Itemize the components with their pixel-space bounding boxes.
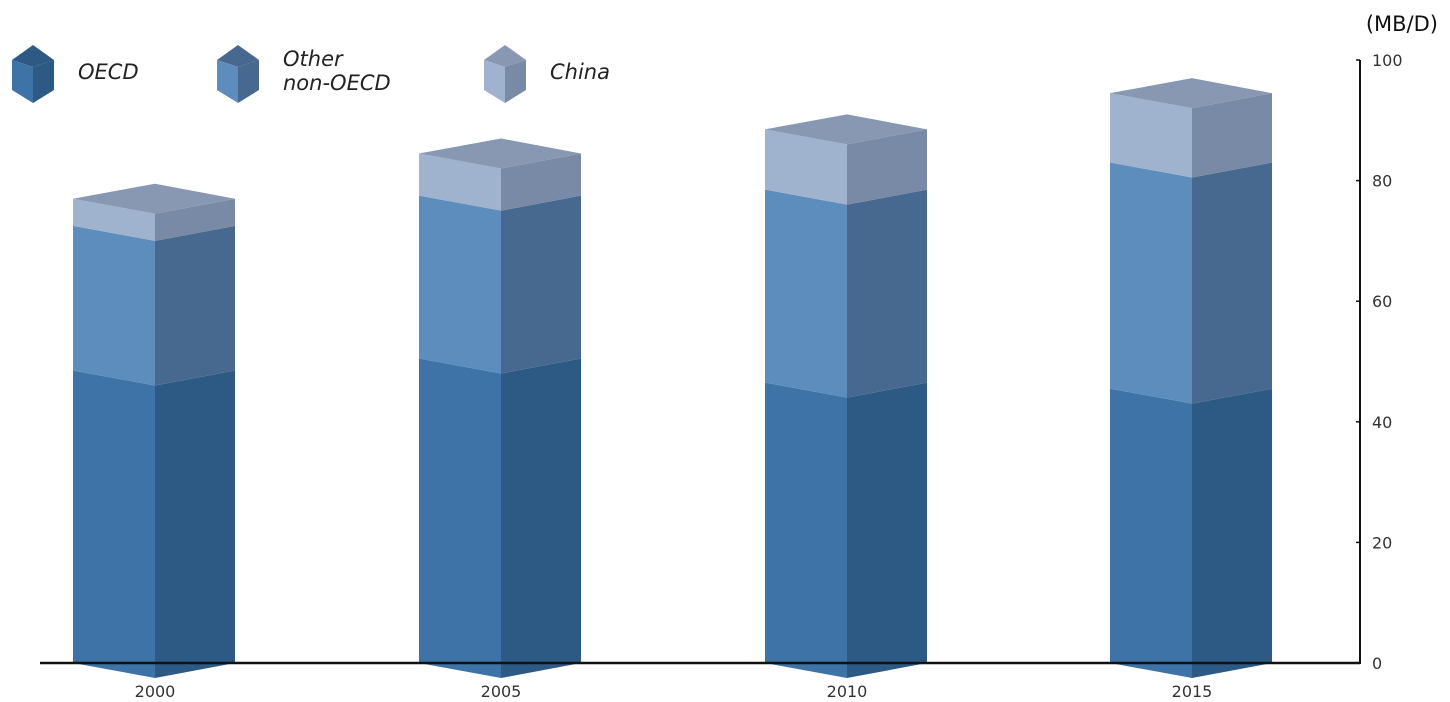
bar-segment-china-2010-front [765, 129, 847, 205]
bar-segment-china-2015-side [1192, 93, 1272, 178]
x-tick-label-2000: 2000 [135, 682, 176, 701]
bar-segment-other-non-oecd-2015-front [1110, 162, 1192, 404]
bar-segment-oecd-2010-side [847, 382, 927, 678]
legend-item-china: China [484, 45, 610, 103]
bar-group-2000 [73, 183, 235, 678]
bar-segment-other-non-oecd-2005-front [419, 195, 501, 374]
y-tick-label-40: 40 [1372, 413, 1392, 432]
bar-top-2000 [73, 183, 235, 214]
x-tick-label-2010: 2010 [827, 682, 868, 701]
bar-segment-china-2010-side [847, 129, 927, 205]
bar-segment-other-non-oecd-2000-side [155, 225, 235, 386]
bar-group-2010 [765, 114, 927, 678]
bar-segment-oecd-2015-front [1110, 388, 1192, 678]
bar-group-2015 [1110, 78, 1272, 678]
legend-item-oecd: OECD [12, 45, 139, 103]
legend-label: non-OECD [283, 71, 391, 95]
cube-icon [12, 45, 54, 103]
x-tick-label-2015: 2015 [1172, 682, 1213, 701]
legend-label: OECD [78, 60, 139, 84]
bar-top-2015 [1110, 78, 1272, 109]
bar-segment-oecd-2000-side [155, 370, 235, 678]
bar-segment-china-2000-side [155, 198, 235, 241]
bar-segment-other-non-oecd-2005-side [501, 195, 581, 374]
bar-top-2010 [765, 114, 927, 145]
y-tick-label-80: 80 [1372, 172, 1392, 191]
bar-segment-oecd-2010-front [765, 382, 847, 678]
bar-segment-china-2015-front [1110, 93, 1192, 178]
bar-top-2005 [419, 138, 581, 169]
y-tick-label-60: 60 [1372, 292, 1392, 311]
bar-segment-china-2005-side [501, 153, 581, 211]
y-tick-label-0: 0 [1372, 654, 1382, 673]
bar-segment-other-non-oecd-2010-front [765, 189, 847, 398]
cube-icon [217, 45, 259, 103]
bar-segment-oecd-2000-front [73, 370, 155, 678]
bar-segment-china-2005-front [419, 153, 501, 211]
y-tick-label-100: 100 [1372, 51, 1403, 70]
x-tick-label-2005: 2005 [481, 682, 522, 701]
bar-segment-china-2000-front [73, 198, 155, 241]
bar-segment-other-non-oecd-2015-side [1192, 162, 1272, 404]
bar-group-2005 [419, 138, 581, 678]
legend-label: Other [283, 47, 344, 71]
bars [73, 78, 1272, 678]
bar-segment-other-non-oecd-2000-front [73, 225, 155, 386]
bar-segment-oecd-2005-side [501, 358, 581, 678]
bar-segment-oecd-2005-front [419, 358, 501, 678]
bar-segment-other-non-oecd-2010-side [847, 189, 927, 398]
axes: 2000 2005 2010 2015 0 20 40 60 80 100 [40, 51, 1403, 701]
legend-label: China [550, 60, 610, 84]
y-axis-unit-label: (MB/D) [1366, 12, 1438, 36]
y-tick-label-20: 20 [1372, 533, 1392, 552]
cube-icon [484, 45, 526, 103]
bar-segment-oecd-2015-side [1192, 388, 1272, 678]
